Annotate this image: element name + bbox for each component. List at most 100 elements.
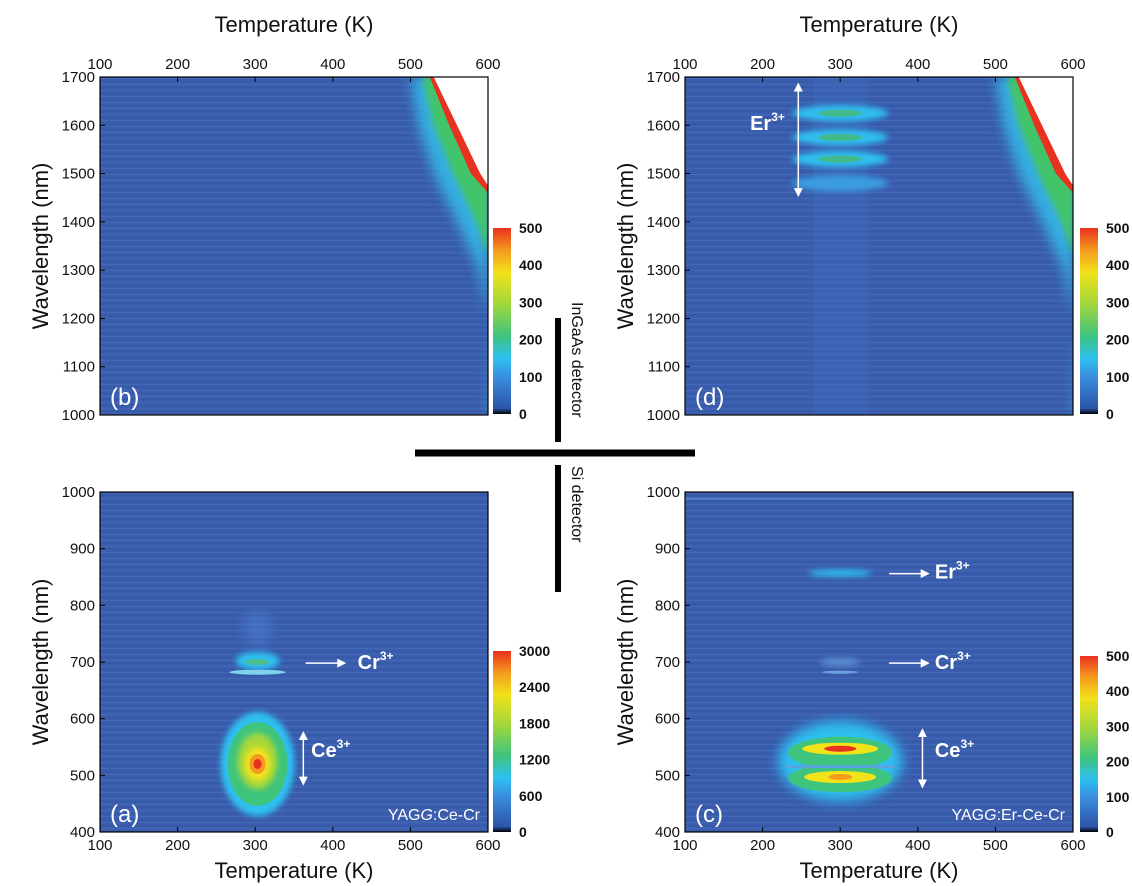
band-er-core-1 (818, 133, 863, 141)
colorbar (1080, 656, 1098, 832)
colorbar-tick-label: 3000 (519, 643, 550, 659)
x-tick-label: 400 (905, 56, 930, 73)
band-cr (820, 658, 861, 666)
y-tick-label: 700 (70, 654, 95, 671)
x-tick-label: 200 (750, 837, 775, 854)
y-tick-label: 1100 (63, 359, 95, 376)
y-tick-label: 1000 (647, 407, 680, 424)
y-tick-label: 1200 (647, 310, 680, 327)
ion-label: Ce3+ (935, 737, 974, 762)
band-cr-core (245, 659, 270, 665)
x-tick-label: 600 (1060, 837, 1085, 854)
x-tick-label: 300 (828, 837, 853, 854)
y-axis-title: Wavelength (nm) (28, 163, 53, 330)
colorbar-tick-label: 300 (1106, 718, 1130, 734)
panel-label: (d) (695, 384, 724, 411)
colorbar (1080, 228, 1098, 414)
ion-label: Cr3+ (358, 649, 394, 674)
colorbar-tick-label: 0 (1106, 406, 1114, 422)
x-tick-label: 300 (243, 837, 268, 854)
x-tick-label: 500 (983, 837, 1008, 854)
y-axis-title: Wavelength (nm) (613, 163, 638, 330)
colorbar-tick-label: 0 (1106, 824, 1114, 840)
colorbar (493, 228, 511, 414)
band-ce-peak (253, 759, 262, 769)
x-axis-title: Temperature (K) (800, 858, 959, 883)
ion-label: Er3+ (750, 110, 785, 135)
plot-area (100, 492, 488, 832)
x-axis-title: Temperature (K) (215, 858, 374, 883)
y-tick-label: 1300 (62, 262, 95, 279)
colorbar-tick-label: 0 (519, 406, 527, 422)
x-tick-label: 500 (983, 56, 1008, 73)
y-tick-label: 1400 (62, 214, 95, 231)
x-tick-label: 100 (672, 837, 697, 854)
colorbar-tick-label: 1800 (519, 715, 550, 731)
sample-label: YAGG:Er-Ce-Cr (952, 807, 1066, 824)
colorbar-tick-label: 400 (519, 257, 543, 273)
colorbar-tick-label: 300 (519, 294, 543, 310)
colorbar-tick-label: 100 (1106, 369, 1130, 385)
colorbar-tick-label: 200 (1106, 332, 1130, 348)
colorbar-tick-label: 100 (1106, 789, 1130, 805)
colorbar-tick-label: 200 (1106, 754, 1130, 770)
band-cr-line (229, 669, 286, 675)
x-tick-label: 300 (243, 56, 268, 73)
x-tick-label: 400 (320, 837, 345, 854)
y-tick-label: 1400 (647, 214, 680, 231)
y-axis-title: Wavelength (nm) (613, 579, 638, 746)
band-er-core-0 (818, 109, 863, 117)
x-tick-label: 500 (398, 56, 423, 73)
y-tick-label: 700 (655, 654, 680, 671)
y-tick-label: 600 (655, 711, 680, 728)
y-tick-label: 1200 (62, 310, 95, 327)
x-axis-title: Temperature (K) (800, 12, 959, 37)
y-tick-label: 600 (70, 711, 95, 728)
band-ce-upper-peak (824, 745, 857, 752)
panel-a: 100 200 300 400 500 600 Temperature (K) 400 500 6… (28, 484, 550, 883)
detector-label-top: InGaAs detector (568, 302, 585, 418)
noise-line (685, 497, 1073, 500)
colorbar-tick-label: 100 (519, 369, 543, 385)
y-tick-label: 1000 (62, 407, 95, 424)
colorbar-tick-label: 300 (1106, 294, 1130, 310)
x-tick-label: 300 (828, 56, 853, 73)
y-tick-label: 1500 (62, 166, 95, 183)
detector-label-bottom: Si detector (568, 466, 585, 543)
band-cr-tail (243, 610, 272, 646)
y-tick-label: 1600 (647, 117, 680, 134)
panel-label: (b) (110, 384, 139, 411)
x-tick-label: 200 (165, 56, 190, 73)
x-tick-label: 400 (320, 56, 345, 73)
x-tick-label: 500 (398, 837, 423, 854)
colorbar-tick-label: 1200 (519, 752, 550, 768)
band-cr-line (822, 670, 859, 674)
plot-frame (99, 76, 489, 416)
y-tick-label: 500 (70, 767, 95, 784)
y-tick-label: 900 (70, 541, 95, 558)
x-tick-label: 200 (750, 56, 775, 73)
band-gap-line (785, 765, 896, 769)
x-tick-label: 100 (87, 56, 112, 73)
y-tick-label: 1100 (648, 359, 680, 376)
colorbar-tick-label: 500 (519, 220, 543, 236)
panel-label: (a) (110, 801, 139, 828)
x-tick-label: 600 (475, 56, 500, 73)
y-tick-label: 400 (655, 824, 680, 841)
y-tick-label: 1600 (62, 117, 95, 134)
x-tick-label: 400 (905, 837, 930, 854)
colorbar-tick-label: 600 (519, 788, 543, 804)
colorbar-tick-label: 200 (519, 332, 543, 348)
colorbar-tick-label: 500 (1106, 648, 1130, 664)
x-tick-label: 100 (87, 837, 112, 854)
colorbar (493, 651, 511, 832)
panel-label: (c) (695, 801, 723, 828)
panel-c: 100 200 300 400 500 600 Temperature (K) 400 500 6… (613, 484, 1130, 883)
plot-frame (684, 76, 1074, 416)
band-er-core-2 (818, 155, 863, 163)
x-tick-label: 100 (672, 56, 697, 73)
y-tick-label: 1700 (647, 69, 680, 86)
